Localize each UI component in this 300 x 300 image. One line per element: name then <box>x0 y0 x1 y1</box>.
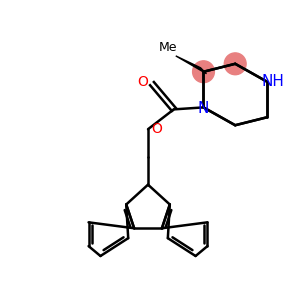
Text: N: N <box>198 101 209 116</box>
Text: O: O <box>152 122 162 136</box>
Text: Me: Me <box>159 41 177 55</box>
Polygon shape <box>176 56 206 74</box>
Text: O: O <box>138 75 148 88</box>
Circle shape <box>193 61 214 82</box>
Text: NH: NH <box>261 74 284 89</box>
Circle shape <box>224 53 246 75</box>
